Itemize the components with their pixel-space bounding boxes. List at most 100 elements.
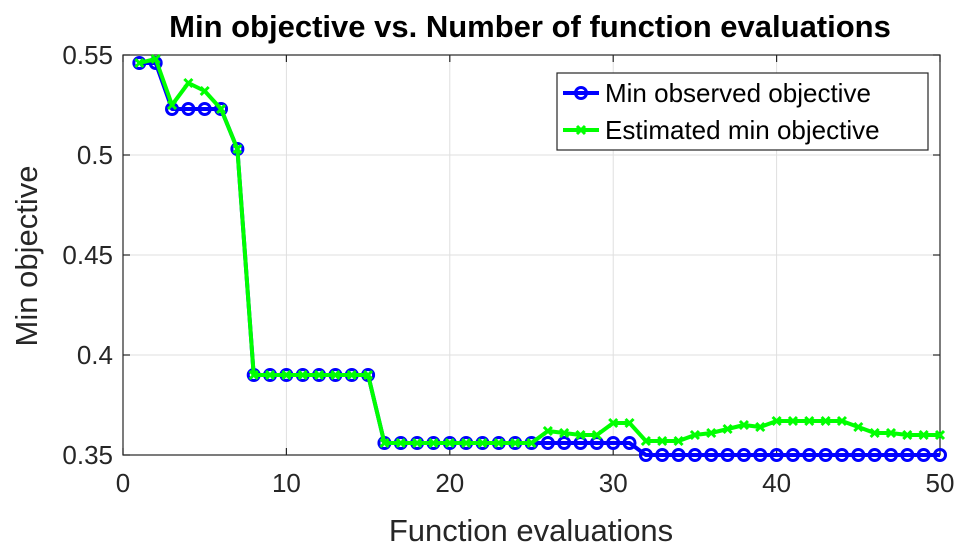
data-point [395,437,406,449]
data-point [671,448,686,462]
data-point [704,448,719,462]
chart-title: Min objective vs. Number of function eva… [169,9,891,44]
data-point [916,448,931,462]
data-point [820,415,831,427]
y-axis: 0.35 0.4 0.45 0.5 0.55 [62,40,940,470]
x-tick-label: 50 [926,468,955,498]
data-point [608,417,619,429]
data-point [834,448,849,462]
data-point [738,419,749,431]
x-axis: 0 10 20 30 40 50 [116,55,955,498]
data-point [428,437,439,449]
x-axis-label: Function evaluations [389,513,673,548]
data-point [706,427,717,439]
data-point [214,102,229,116]
series-layer [132,53,947,462]
data-point [657,435,668,447]
data-point [900,448,915,462]
data-point [689,429,700,441]
series-estimated-min [134,53,946,449]
data-point [134,57,145,69]
data-point [557,436,572,450]
data-point [493,437,504,449]
data-point [215,103,227,115]
data-point [902,429,913,441]
x-tick-label: 20 [435,468,464,498]
data-point [624,417,635,429]
data-point [883,448,898,462]
data-point [297,369,308,381]
legend: Min observed objective Estimated min obje… [556,72,929,151]
data-point [573,436,588,450]
data-point [559,427,570,439]
data-point [248,369,259,381]
data-point [314,369,325,381]
data-point [510,437,521,449]
y-axis-label: Min objective [9,166,44,347]
data-point [869,427,880,439]
data-point [818,448,833,462]
y-tick-label: 0.45 [62,240,113,270]
x-tick-label: 0 [116,468,130,498]
data-point [638,448,653,462]
legend-box [556,72,929,151]
data-point [687,448,702,462]
data-point [867,448,882,462]
legend-marker [575,124,587,136]
data-point [412,437,423,449]
data-point [540,436,555,450]
legend-item: Min observed objective [563,78,871,108]
data-point [722,423,733,435]
data-point [885,427,897,439]
data-point [853,421,864,433]
data-point [232,143,243,155]
data-point [197,102,212,116]
data-point [787,415,799,427]
data-point [934,429,946,441]
data-point [755,421,766,433]
data-point [183,77,194,89]
data-point [150,53,161,65]
data-point [589,436,604,450]
data-point [542,425,553,437]
data-point [771,415,782,427]
data-point [918,429,929,441]
data-point [655,448,670,462]
y-tick-label: 0.55 [62,40,113,70]
legend-item: Estimated min objective [563,115,880,145]
data-point [575,429,586,441]
y-tick-label: 0.35 [62,440,113,470]
data-point [836,415,848,427]
data-point [720,448,735,462]
data-point [769,448,784,462]
data-point [199,85,210,97]
data-point [785,448,800,462]
data-point [477,437,488,449]
legend-label: Min observed objective [605,78,871,108]
data-point [330,369,341,381]
data-point [526,437,537,449]
x-tick-label: 10 [272,468,301,498]
data-point [379,437,390,449]
data-point [346,369,357,381]
data-point [933,448,947,462]
legend-marker [574,86,588,100]
data-point [461,437,472,449]
y-tick-label: 0.5 [77,140,113,170]
data-point [606,436,621,450]
data-point [802,448,817,462]
data-point [281,369,292,381]
data-point [804,415,815,427]
data-point [753,448,768,462]
data-point [673,435,684,447]
data-point [851,448,866,462]
data-point [181,102,196,116]
data-point [264,369,276,381]
data-point [736,448,751,462]
data-point [622,436,637,450]
data-point [166,99,178,111]
data-point [363,369,374,381]
data-point [444,437,455,449]
data-point [591,429,602,441]
x-tick-label: 40 [762,468,791,498]
